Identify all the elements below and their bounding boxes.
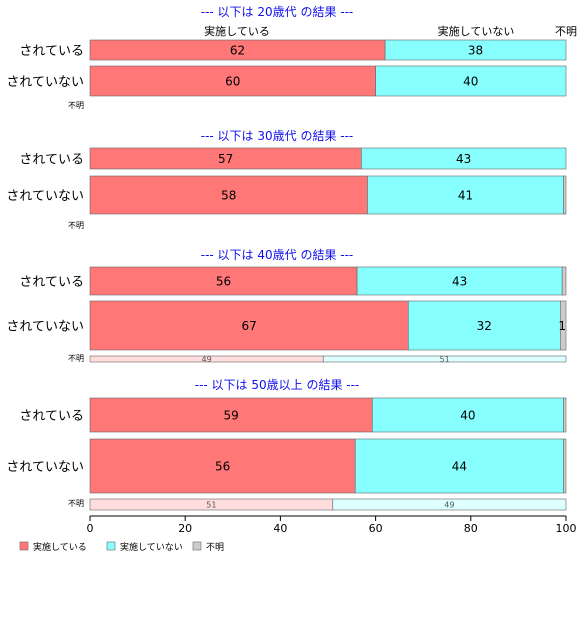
bar-segment xyxy=(89,397,373,433)
row-label: されていない xyxy=(6,460,84,475)
row-label: 不明 xyxy=(68,101,84,110)
data-label: 44 xyxy=(452,460,467,474)
data-label: 32 xyxy=(477,319,492,333)
panel-title: --- 以下は 40歳代 の結果 --- xyxy=(201,248,354,262)
bar-segment xyxy=(367,175,564,215)
legend-label: 実施していない xyxy=(120,541,183,553)
data-label: 58 xyxy=(221,189,236,203)
x-tick-label: 100 xyxy=(556,522,577,535)
x-tick-label: 40 xyxy=(273,522,287,535)
x-tick-label: 0 xyxy=(87,522,94,535)
row-label: 不明 xyxy=(68,354,84,363)
data-label: 41 xyxy=(458,189,473,203)
row-label: されていない xyxy=(6,320,84,335)
x-tick-label: 80 xyxy=(464,522,478,535)
data-label: 67 xyxy=(242,319,257,333)
x-tick-label: 60 xyxy=(369,522,383,535)
header-label: 不明 xyxy=(555,25,577,38)
row-label: されている xyxy=(19,44,84,59)
data-label: 49 xyxy=(444,501,454,510)
row-label: 不明 xyxy=(68,499,84,508)
legend-swatch xyxy=(106,541,116,551)
legend-label: 不明 xyxy=(206,542,224,553)
panel-title: --- 以下は 30歳代 の結果 --- xyxy=(201,129,354,143)
legend-swatch xyxy=(19,541,29,551)
bar-segment xyxy=(563,175,567,215)
bar-segment xyxy=(361,147,567,170)
data-label: 38 xyxy=(468,44,483,58)
data-label: 62 xyxy=(230,44,245,58)
bar-segment xyxy=(384,39,567,61)
bar-segment xyxy=(356,266,563,296)
row-label: されていない xyxy=(6,75,84,90)
row-label: されている xyxy=(19,409,84,424)
bar-segment xyxy=(407,300,561,351)
bar-segment xyxy=(89,65,376,97)
data-label: 43 xyxy=(456,152,471,166)
row-label: されている xyxy=(19,275,84,290)
data-label: 49 xyxy=(202,355,212,364)
bar-segment xyxy=(89,175,368,215)
legend-label: 実施している xyxy=(33,541,87,553)
header-label: 実施している xyxy=(204,24,270,38)
bar-segment xyxy=(375,65,567,97)
data-label: 40 xyxy=(463,75,478,89)
data-label: 59 xyxy=(223,409,238,423)
header-label: 実施していない xyxy=(438,24,515,38)
data-label: 60 xyxy=(225,75,240,89)
bar-segment xyxy=(371,397,564,433)
bar-segment xyxy=(563,397,567,433)
bar-segment xyxy=(559,300,567,351)
row-label: されていない xyxy=(6,189,84,204)
data-label: 1 xyxy=(558,319,566,333)
row-label: 不明 xyxy=(68,221,84,230)
data-label: 43 xyxy=(452,275,467,289)
bar-segment xyxy=(89,266,358,296)
bar-segment xyxy=(89,300,409,351)
data-label: 56 xyxy=(216,275,231,289)
data-label: 56 xyxy=(215,460,230,474)
row-label: されている xyxy=(19,153,84,168)
legend-swatch xyxy=(192,541,202,551)
bar-segment xyxy=(322,355,567,363)
data-label: 57 xyxy=(218,152,233,166)
data-label: 40 xyxy=(460,409,475,423)
bar-segment xyxy=(563,438,567,494)
bar-segment xyxy=(561,266,567,296)
panel-title: --- 以下は 50歳以上 の結果 --- xyxy=(195,378,360,392)
panel-title: --- 以下は 20歳代 の結果 --- xyxy=(201,5,354,19)
bar-segment xyxy=(332,498,567,511)
data-label: 51 xyxy=(206,501,216,510)
bar-segment xyxy=(89,438,356,494)
data-label: 51 xyxy=(440,355,450,364)
x-tick-label: 20 xyxy=(178,522,192,535)
